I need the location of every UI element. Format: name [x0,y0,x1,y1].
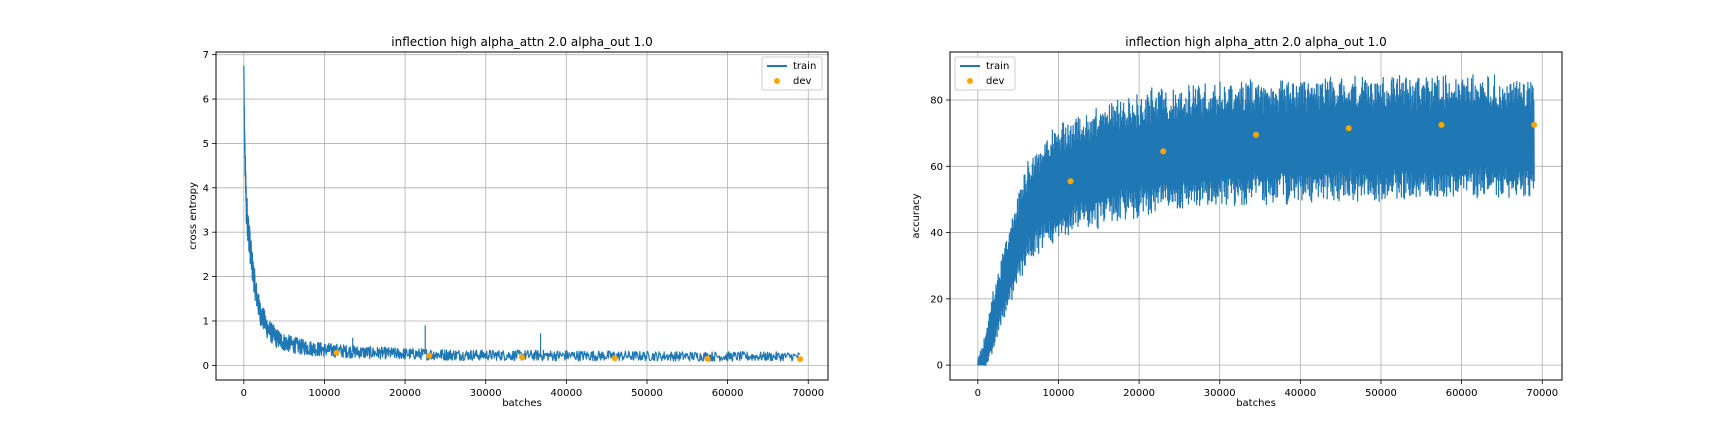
loss-dev-point [704,355,711,362]
loss-legend-dev-swatch [774,78,780,84]
loss-dev-point [519,354,525,361]
loss-axes-frame [215,51,829,381]
loss-x-tick-label: 30000 [470,388,502,399]
accuracy-x-tick-label: 70000 [1526,388,1558,399]
loss-chart-title: inflection high alpha_attn 2.0 alpha_out… [391,35,652,49]
loss-y-tick-label: 7 [203,50,209,61]
loss-dev-point [333,349,340,356]
accuracy-dev-point [1160,148,1167,155]
loss-x-tick-label: 10000 [309,388,341,399]
accuracy-x-tick-label: 10000 [1043,388,1075,399]
accuracy-x-tick-label: 20000 [1123,388,1155,399]
accuracy-data-layer [977,74,1538,366]
loss-plot-area [216,52,828,380]
loss-x-tick-label: 0 [241,388,247,399]
loss-y-tick-label: 6 [203,95,209,106]
loss-legend-train-label: train [793,61,816,72]
accuracy-dev-point [1067,178,1074,185]
loss-data-layer [243,65,804,363]
loss-y-axis-label: cross entropy [188,182,199,250]
loss-x-tick-label: 50000 [631,388,663,399]
loss-y-tick-label: 2 [203,272,209,283]
accuracy-dev-point [1253,131,1259,138]
loss-legend: train dev [761,56,823,91]
accuracy-y-tick-label: 80 [930,96,943,107]
accuracy-dev-point [1531,121,1538,128]
accuracy-x-axis-label: batches [1236,398,1276,409]
accuracy-y-tick-label: 60 [930,162,943,173]
loss-train-series-line [243,65,801,362]
loss-dev-point [426,352,433,359]
loss-grid [216,52,828,380]
accuracy-y-tick-label: 20 [930,294,943,305]
accuracy-ticks: 0 10000 20000 30000 40000 50000 60000 70000 0 20 4… [930,96,1558,399]
chart-accuracy-panel: 0 10000 20000 30000 40000 50000 60000 70000 0 20 4… [911,35,1563,409]
loss-x-tick-label: 40000 [550,388,582,399]
chart-loss-panel: 0 10000 20000 30000 40000 50000 60000 70000 0 1 2 3… [188,35,829,409]
loss-legend-dev-label: dev [793,76,812,87]
loss-x-axis-label: batches [502,398,542,409]
accuracy-x-tick-label: 60000 [1446,388,1478,399]
loss-dev-point [797,356,804,363]
accuracy-y-tick-label: 0 [937,361,943,372]
loss-y-tick-label: 0 [203,361,209,372]
accuracy-axes-frame [949,51,1563,381]
accuracy-legend-dev-swatch [967,78,973,84]
accuracy-legend-dev-label: dev [986,76,1005,87]
accuracy-legend-train-label: train [986,61,1009,72]
accuracy-y-tick-label: 40 [930,228,943,239]
loss-y-tick-label: 4 [203,183,209,194]
accuracy-x-tick-label: 40000 [1284,388,1316,399]
loss-y-tick-label: 3 [203,228,209,239]
loss-x-tick-label: 20000 [389,388,421,399]
loss-x-tick-label: 60000 [712,388,744,399]
accuracy-chart-title: inflection high alpha_attn 2.0 alpha_out… [1125,35,1386,49]
loss-x-tick-label: 70000 [792,388,824,399]
accuracy-dev-point [1438,121,1445,128]
loss-ticks: 0 10000 20000 30000 40000 50000 60000 70000 0 1 2 3… [203,50,825,399]
accuracy-dev-point [1345,125,1352,132]
loss-y-tick-label: 5 [203,139,209,150]
accuracy-train-series-line [977,74,1535,366]
accuracy-legend: train dev [954,56,1016,91]
accuracy-x-tick-label: 0 [975,388,981,399]
accuracy-x-tick-label: 30000 [1204,388,1236,399]
loss-dev-point [611,355,618,362]
loss-y-tick-label: 1 [203,316,209,327]
accuracy-x-tick-label: 50000 [1365,388,1397,399]
accuracy-y-axis-label: accuracy [911,193,922,238]
